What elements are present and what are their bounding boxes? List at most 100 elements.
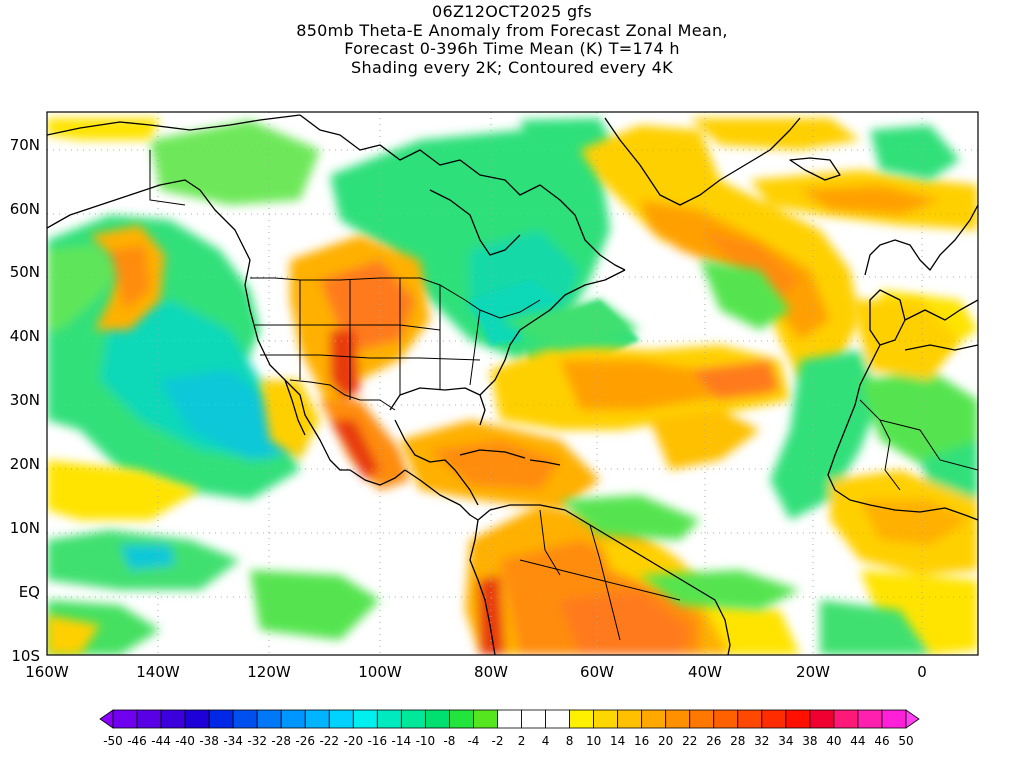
border-africa-2 — [879, 419, 978, 471]
coastline-africa-north — [904, 344, 978, 351]
border-south-america-1 — [519, 559, 681, 601]
longitude-axis: 160W 140W 120W 100W 80W 60W 40W 20W 0 — [25, 663, 927, 681]
lat-label-60n: 60N — [10, 200, 40, 218]
lon-label-0: 0 — [917, 663, 927, 681]
coastline-hispaniola — [529, 459, 561, 466]
lat-label-eq: EQ — [19, 583, 40, 601]
colorbar-swatch — [424, 709, 450, 729]
coastline-hudson-labrador — [299, 114, 626, 271]
plot-frame — [46, 111, 979, 656]
colorbar-arrow-low — [99, 709, 114, 729]
colorbar-swatch — [641, 709, 667, 729]
lon-label-60w: 60W — [580, 663, 614, 681]
border-south-america-2 — [539, 509, 561, 576]
lat-label-20n: 20N — [10, 455, 40, 473]
coastline-gulf-coast — [389, 387, 486, 426]
colorbar-tick-label: -4 — [467, 734, 479, 748]
colorbar-swatch — [569, 709, 595, 729]
colorbar-swatch — [112, 709, 138, 729]
colorbar-swatch — [304, 709, 330, 729]
latitude-axis: 70N 60N 50N 40N 30N 20N 10N EQ 10S — [10, 136, 40, 665]
colorbar-swatch — [833, 709, 859, 729]
coastline-alaska — [47, 179, 251, 286]
political-borders — [149, 150, 978, 641]
graticule — [47, 112, 978, 655]
colorbar-tick-label: -28 — [271, 734, 291, 748]
anomaly-shading — [47, 118, 978, 655]
coastline-central-america-pacific — [404, 469, 479, 521]
colorbar-swatch — [376, 709, 402, 729]
colorbar-swatch — [208, 709, 234, 729]
colorbar-tick-label: -14 — [392, 734, 412, 748]
coastlines — [47, 114, 978, 655]
colorbar-swatch — [881, 709, 907, 729]
colorbar-tick-label: 20 — [658, 734, 673, 748]
title-line-forecast: Forecast 0-396h Time Mean (K) T=174 h — [344, 39, 680, 58]
colorbar-tick-label: -40 — [175, 734, 195, 748]
title-line-run: 06Z12OCT2025 gfs — [432, 2, 592, 21]
coastline-gulf-yucatan — [394, 419, 479, 506]
colorbar-tick-label: 10 — [586, 734, 601, 748]
coastline-east-us — [479, 269, 626, 396]
coastline-greenland — [604, 117, 801, 206]
colorbar-tick-label: -20 — [343, 734, 363, 748]
title-line-field: 850mb Theta-E Anomaly from Forecast Zona… — [296, 20, 728, 40]
lon-label-160w: 160W — [25, 663, 69, 681]
colorbar-tick-label: 22 — [682, 734, 697, 748]
colorbar-tick-label: -44 — [151, 734, 171, 748]
colorbar-swatch — [136, 709, 162, 729]
coastline-south-america-west — [469, 519, 496, 655]
colorbar-tick-label: -2 — [491, 734, 503, 748]
lon-label-100w: 100W — [358, 663, 402, 681]
lon-label-40w: 40W — [688, 663, 722, 681]
shading-central-us-positive — [260, 235, 430, 490]
coastline-arctic-alaska — [47, 114, 301, 136]
coastline-africa-west — [827, 344, 978, 521]
lat-label-40n: 40N — [10, 327, 40, 345]
colorbar-swatch — [689, 709, 715, 729]
colorbar-swatch — [809, 709, 835, 729]
chart-title: 06Z12OCT2025 gfs 850mb Theta-E Anomaly f… — [0, 0, 1024, 77]
coastline-cuba — [459, 449, 526, 459]
colorbar-swatch — [545, 709, 570, 729]
shading-pacific-positive — [47, 118, 200, 655]
colorbar-tick-label: 38 — [802, 734, 817, 748]
colorbar-swatch — [328, 709, 354, 729]
lon-label-20w: 20W — [796, 663, 830, 681]
colorbar-tick-label: -22 — [319, 734, 339, 748]
lat-label-10n: 10N — [10, 519, 40, 537]
colorbar-tick-label: 16 — [634, 734, 649, 748]
colorbar-swatch — [184, 709, 210, 729]
lon-label-120w: 120W — [247, 663, 291, 681]
colorbar-swatch — [761, 709, 787, 729]
colorbar-tick-label: 40 — [826, 734, 841, 748]
coastline-west-us — [244, 284, 406, 486]
colorbar-tick-label: 4 — [542, 734, 550, 748]
border-state-line-7 — [469, 309, 481, 386]
lat-label-10s: 10S — [11, 647, 40, 665]
colorbar-swatch — [617, 709, 643, 729]
colorbar-swatch — [713, 709, 739, 729]
coastline-mediterranean-north — [904, 299, 978, 321]
coastline-hudson-bay — [429, 189, 521, 256]
colorbar-swatch — [473, 709, 498, 729]
colorbar-tick-label: -32 — [247, 734, 267, 748]
colorbar-tick-label: 8 — [566, 734, 574, 748]
colorbar-arrow-high — [905, 709, 920, 729]
coastline-iberia — [869, 289, 906, 346]
colorbar-swatch — [400, 709, 426, 729]
colorbar-tick-label: -26 — [295, 734, 315, 748]
colorbar-swatch — [521, 709, 546, 729]
border-south-america-3 — [589, 524, 621, 641]
lat-label-30n: 30N — [10, 391, 40, 409]
shading-caribbean-positive — [400, 345, 790, 510]
colorbar-swatch — [449, 709, 474, 729]
colorbar-tick-label: 14 — [610, 734, 625, 748]
coastline-baja — [284, 379, 306, 436]
shading-east-atlantic — [770, 300, 978, 655]
colorbar-tick-label: 2 — [518, 734, 526, 748]
colorbar-swatch — [232, 709, 258, 729]
colorbar-tick-label: -16 — [368, 734, 388, 748]
lat-label-70n: 70N — [10, 136, 40, 154]
